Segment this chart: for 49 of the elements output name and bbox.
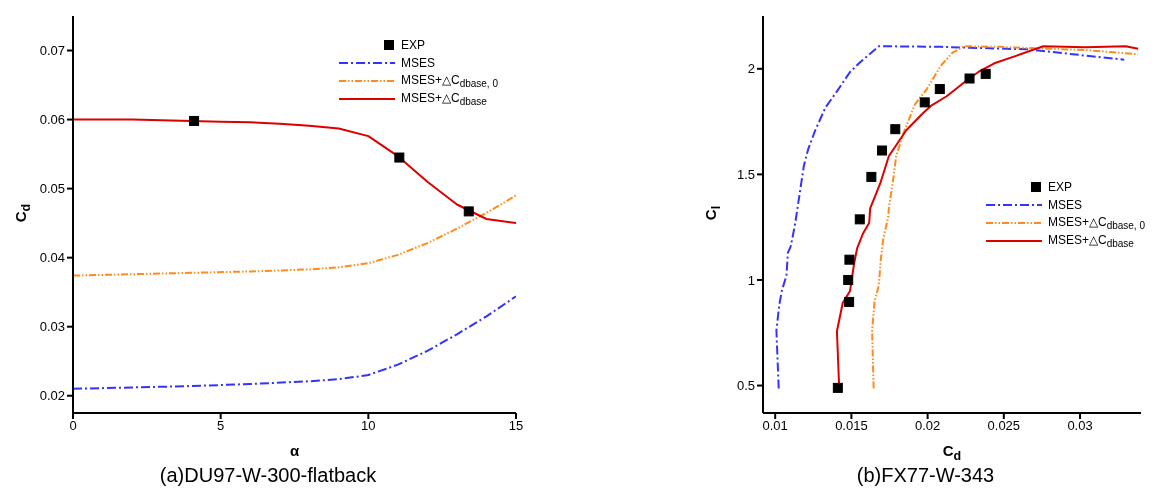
x-axis-title: C$_{d}$ bbox=[942, 442, 962, 463]
legend-label: EXP bbox=[1047, 180, 1072, 194]
x-tick-label: 0 bbox=[69, 418, 77, 434]
legend-label: MSES+△C$_{dbase, 0}$ bbox=[1047, 214, 1145, 232]
point bbox=[877, 145, 888, 156]
x-tick-label: 15 bbox=[508, 418, 524, 434]
y-tick-label: 0.04 bbox=[39, 250, 65, 266]
point bbox=[832, 382, 843, 393]
point bbox=[844, 254, 855, 265]
point bbox=[854, 214, 865, 225]
y-tick-label: 1.5 bbox=[736, 166, 755, 182]
point bbox=[463, 206, 474, 217]
point bbox=[394, 152, 405, 163]
point bbox=[964, 73, 975, 84]
y-tick-label: 0.03 bbox=[39, 319, 65, 335]
y-tick-label: 0.02 bbox=[39, 388, 65, 404]
point bbox=[890, 124, 901, 135]
x-tick-label: 0.015 bbox=[835, 418, 868, 434]
point bbox=[934, 84, 945, 95]
y-tick-label: 0.5 bbox=[736, 378, 755, 394]
y-tick-label: 1 bbox=[747, 272, 755, 288]
legend-label: MSES bbox=[1047, 198, 1082, 212]
legend-label: MSES+△C$_{dbase, 0}$ bbox=[400, 72, 498, 90]
x-tick-label: 0.01 bbox=[762, 418, 788, 434]
legend-label: MSES bbox=[400, 56, 435, 70]
y-tick-label: 2 bbox=[747, 61, 755, 77]
text: (a)DU97-W-300-flatback bbox=[159, 464, 377, 486]
text: (b)FX77-W-343 bbox=[856, 464, 995, 486]
y-tick-label: 0.05 bbox=[39, 181, 65, 197]
x-axis-title: α bbox=[289, 442, 300, 459]
x-tick-label: 10 bbox=[361, 418, 376, 434]
line-series bbox=[73, 295, 516, 390]
legend-label: MSES+△C$_{dbase}$ bbox=[1047, 232, 1134, 250]
line-series bbox=[73, 194, 516, 277]
x-tick-label: 0.025 bbox=[987, 418, 1021, 434]
y-tick-label: 0.07 bbox=[39, 43, 65, 59]
point bbox=[189, 115, 200, 126]
x-tick-label: 0.02 bbox=[914, 418, 941, 434]
point bbox=[919, 97, 930, 108]
point bbox=[844, 296, 855, 307]
point bbox=[980, 68, 991, 79]
legend-label: MSES+△C$_{dbase}$ bbox=[400, 90, 487, 108]
point bbox=[866, 171, 877, 182]
x-tick-label: 0.03 bbox=[1067, 418, 1093, 434]
x-tick-label: 5 bbox=[217, 418, 225, 434]
y-tick-label: 0.06 bbox=[39, 112, 65, 128]
legend-label: EXP bbox=[400, 38, 425, 52]
line-series bbox=[73, 118, 516, 225]
point bbox=[843, 274, 854, 285]
